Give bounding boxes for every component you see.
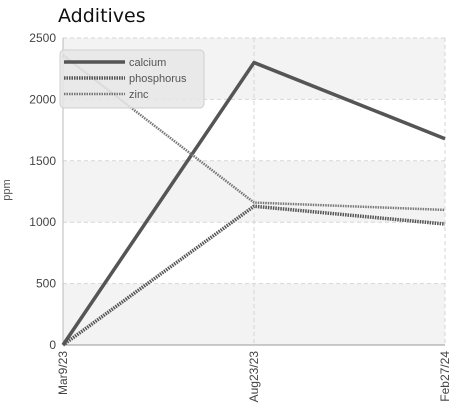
x-tick-label: Mar9/23 (56, 351, 70, 395)
y-tick-label: 0 (49, 338, 56, 352)
y-axis-label: ppm (1, 179, 13, 200)
legend-label: calcium (129, 57, 166, 69)
series-line-calcium (61, 60, 446, 346)
x-tick-label: Feb27/24 (438, 351, 452, 402)
legend-label: phosphorus (129, 73, 187, 85)
y-tick-label: 1500 (29, 154, 56, 168)
legend-label: zinc (129, 89, 149, 101)
series-line-phosphorus (61, 204, 446, 347)
legend-box (59, 49, 205, 109)
y-tick-label: 2000 (29, 92, 56, 106)
chart-title: Additives (58, 5, 146, 27)
plot-band (63, 160, 445, 223)
y-tick-labels: 0 500 1000 1500 2000 2500 (29, 31, 56, 352)
legend: calcium phosphorus zinc (59, 49, 205, 109)
x-tick-labels: Mar9/23 Aug23/23 Feb27/24 (56, 351, 452, 403)
x-tick-label: Aug23/23 (247, 351, 261, 403)
y-tick-label: 2500 (29, 31, 56, 45)
y-tick-label: 500 (36, 277, 56, 291)
y-tick-label: 1000 (29, 215, 56, 229)
